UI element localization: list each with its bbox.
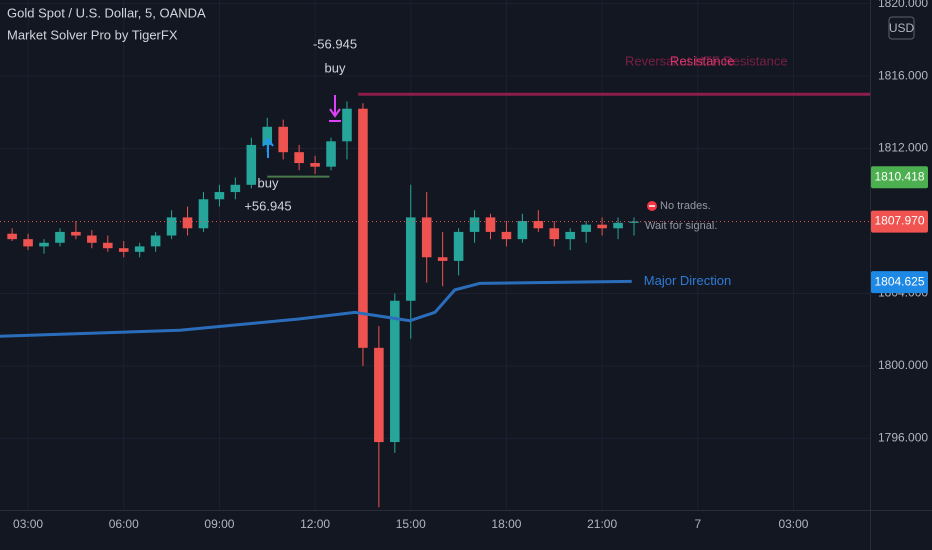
candle-body (7, 233, 17, 240)
price-tag-label: 1807.970 (874, 214, 924, 228)
trade-result: +56.945 (244, 198, 291, 213)
x-tick-label: 09:00 (204, 517, 234, 531)
candle-body (581, 224, 591, 232)
currency-box[interactable] (888, 16, 915, 40)
candle-body (613, 222, 623, 229)
candle-body (485, 217, 496, 232)
candle-body (390, 300, 400, 443)
candle-body (278, 126, 288, 153)
candle-body (421, 217, 432, 258)
x-tick-label: 18:00 (491, 517, 521, 531)
trade-side: buy (258, 175, 279, 190)
candle-body (469, 217, 480, 232)
candle-body (501, 231, 512, 240)
candle-body (533, 221, 544, 229)
x-tick-label: 21:00 (587, 517, 617, 531)
price-tag (871, 271, 928, 294)
y-tick-label: 1820.000 (878, 0, 928, 10)
x-tick-label: 15:00 (396, 517, 426, 531)
status-text: No trades. (660, 200, 711, 212)
candle-body (358, 108, 368, 348)
chart-subtitle: Market Solver Pro by TigerFX (7, 27, 178, 42)
candle-body (629, 221, 639, 223)
candle-body (23, 239, 33, 247)
price-tag (871, 210, 928, 233)
buy-arrow (262, 137, 274, 158)
trade-side: buy (325, 60, 346, 75)
status-text: Wait for signal. (645, 220, 717, 232)
candle-body (134, 246, 145, 252)
candle-body (230, 184, 241, 193)
candle-body (342, 108, 352, 142)
candle-body (565, 231, 576, 240)
candle-body (55, 231, 65, 243)
candle-body (437, 257, 448, 261)
x-tick-label: 06:00 (109, 517, 139, 531)
candle-body (597, 224, 607, 229)
candle-body (103, 242, 113, 249)
x-tick-label: 12:00 (300, 517, 330, 531)
candle-body (118, 248, 129, 252)
candle-body (294, 152, 304, 164)
candle-body (246, 144, 257, 185)
candle-body (405, 217, 416, 301)
candle-body (262, 126, 273, 145)
resistance-note: Reversal at HTF Resistance (625, 53, 788, 68)
x-tick-label: 03:00 (778, 517, 808, 531)
candle-body (87, 235, 97, 243)
candle-body (39, 242, 49, 247)
price-tag-label: 1810.418 (874, 169, 924, 183)
candle-body (71, 231, 81, 236)
price-tag (871, 166, 928, 189)
candle-body (182, 217, 193, 229)
price-tag-label: 1804.625 (874, 274, 924, 288)
currency[interactable]: USD (889, 21, 915, 35)
major-direction-label: Major Direction (644, 273, 731, 288)
candle-body (374, 347, 384, 443)
candle-body (326, 141, 336, 167)
candle-body (214, 192, 225, 200)
candle-body (150, 235, 161, 247)
y-tick-label: 1812.000 (878, 141, 928, 155)
candle-body (198, 199, 209, 229)
major-direction-line (0, 279, 632, 338)
candle-body (549, 228, 560, 240)
y-tick-label: 1800.000 (878, 358, 928, 372)
chart-title: Gold Spot / U.S. Dollar, 5, OANDA (7, 5, 206, 20)
x-tick-label: 03:00 (13, 517, 43, 531)
y-tick-label: 1796.000 (878, 431, 928, 445)
candle-body (453, 231, 464, 261)
y-tick-label: 1816.000 (878, 68, 928, 82)
candle-body (517, 221, 528, 240)
sell-arrow (329, 95, 341, 122)
plot: Major Direction Reversal at HTF Resistanc… (0, 36, 870, 508)
axis: 1796.0001800.0001804.0001812.0001816.000… (13, 0, 928, 531)
candle-body (310, 163, 320, 167)
trade-result: -56.945 (313, 36, 357, 51)
resistance-label: Resistance (670, 53, 734, 68)
x-tick-label: 7 (694, 517, 701, 531)
candle-body (166, 217, 177, 236)
